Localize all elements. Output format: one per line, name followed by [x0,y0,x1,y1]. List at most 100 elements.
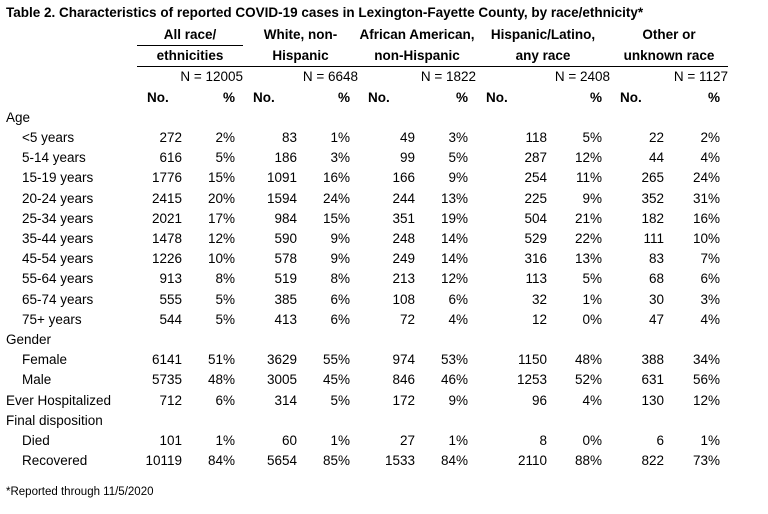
table-row: 45-54 years 1226 10% 578 9% 249 14% 316 13% 83 7% [0,249,758,269]
percent-cell: 5% [582,271,602,287]
row-label: 15-19 years [22,170,94,186]
section-label: Ever Hospitalized [6,392,112,408]
count-cell: 68 [648,271,664,287]
percent-cell: 53% [440,352,468,368]
count-cell: 555 [159,291,182,307]
percent-cell: 9% [582,190,602,206]
n-count: N = 1822 [420,69,476,85]
count-cell [610,411,675,431]
percent-cell: 12% [207,231,235,247]
count-cell: 1091 [266,170,297,186]
group-header: African American, [359,27,475,43]
col-header-no: No. [147,89,169,105]
table-row: 5-14 years 616 5% 186 3% 99 5% 287 12% 44 4% [0,148,758,168]
table-row: Male 5735 48% 3005 45% 846 46% 1253 52% 631 56% [0,370,758,390]
table-row: 65-74 years 555 5% 385 6% 108 6% 32 1% 30 3% [0,290,758,310]
group-header: White, non- [263,27,338,43]
table-row: Gender [0,330,758,350]
percent-cell [308,108,358,128]
count-cell: 44 [648,150,664,166]
percent-cell: 55% [322,352,350,368]
count-cell: 172 [392,392,415,408]
count-cell: 1594 [266,190,297,206]
percent-cell: 16% [692,210,720,226]
count-cell: 388 [641,352,664,368]
n-count: N = 6648 [302,69,358,85]
percent-cell [558,330,610,350]
percent-cell: 1% [330,433,350,449]
count-cell: 27 [399,433,415,449]
percent-cell: 12% [692,392,720,408]
count-cell: 130 [641,392,664,408]
percent-cell: 4% [448,311,468,327]
percent-cell: 1% [582,291,602,307]
col-header-no: No. [253,89,275,105]
percent-cell: 22% [574,231,602,247]
count-cell: 529 [524,231,547,247]
count-cell: 254 [524,170,547,186]
count-cell: 49 [399,130,415,146]
count-cell: 5654 [266,453,297,469]
row-label: 75+ years [22,311,82,327]
count-cell [610,330,675,350]
count-cell: 519 [274,271,297,287]
col-header-pct: % [455,89,468,105]
percent-cell: 13% [574,251,602,267]
count-cell [137,411,193,431]
table-title: Table 2. Characteristics of reported COV… [6,5,644,20]
count-cell: 1253 [516,372,547,388]
count-cell: 385 [274,291,297,307]
table-row: 55-64 years 913 8% 519 8% 213 12% 113 5% 68 6% [0,269,758,289]
table-row: 75+ years 544 5% 413 6% 72 4% 12 0% 47 4% [0,310,758,330]
percent-cell: 34% [692,352,720,368]
percent-cell: 9% [448,170,468,186]
count-cell: 544 [159,311,182,327]
count-cell: 101 [159,433,182,449]
percent-cell [558,411,610,431]
percent-cell: 5% [448,150,468,166]
col-header-pct: % [222,89,235,105]
count-cell: 1776 [151,170,182,186]
col-header-pct: % [707,89,720,105]
group-header: non-Hispanic [358,45,476,68]
section-label: Final disposition [6,412,103,428]
count-cell: 6 [656,433,664,449]
col-header-no: No. [368,89,390,105]
percent-cell: 84% [440,453,468,469]
percent-cell: 46% [440,372,468,388]
percent-cell: 7% [700,251,720,267]
table-row: Died 101 1% 60 1% 27 1% 8 0% 6 1% [0,431,758,451]
percent-cell: 10% [692,231,720,247]
percent-cell [193,411,243,431]
count-cell: 83 [648,251,664,267]
percent-cell: 0% [582,311,602,327]
count-cell: 96 [531,392,547,408]
percent-cell: 11% [575,170,602,186]
percent-cell: 51% [207,352,235,368]
percent-cell: 84% [207,453,235,469]
count-cell [476,108,558,128]
percent-cell [558,108,610,128]
count-cell: 72 [399,311,415,327]
table-row: Age [0,108,758,128]
row-label: Female [22,352,68,368]
n-count-row: N = 12005 N = 6648 N = 1822 N = 2408 N =… [0,67,758,88]
percent-cell: 6% [215,392,235,408]
row-label: Recovered [22,453,88,469]
percent-cell [308,411,358,431]
group-header: Hispanic/Latino, [490,27,596,43]
percent-cell: 15% [322,210,350,226]
col-header-pct: % [589,89,602,105]
count-cell: 22 [648,130,664,146]
count-cell [476,411,558,431]
percent-cell: 8% [330,271,350,287]
count-cell: 30 [648,291,664,307]
percent-cell: 3% [448,130,468,146]
count-cell: 3629 [266,352,297,368]
percent-cell: 14% [440,251,468,267]
count-cell: 413 [274,311,297,327]
col-header-no: No. [620,89,642,105]
group-header: Hispanic [243,45,358,68]
count-cell: 249 [392,251,415,267]
row-label: 25-34 years [22,210,94,226]
